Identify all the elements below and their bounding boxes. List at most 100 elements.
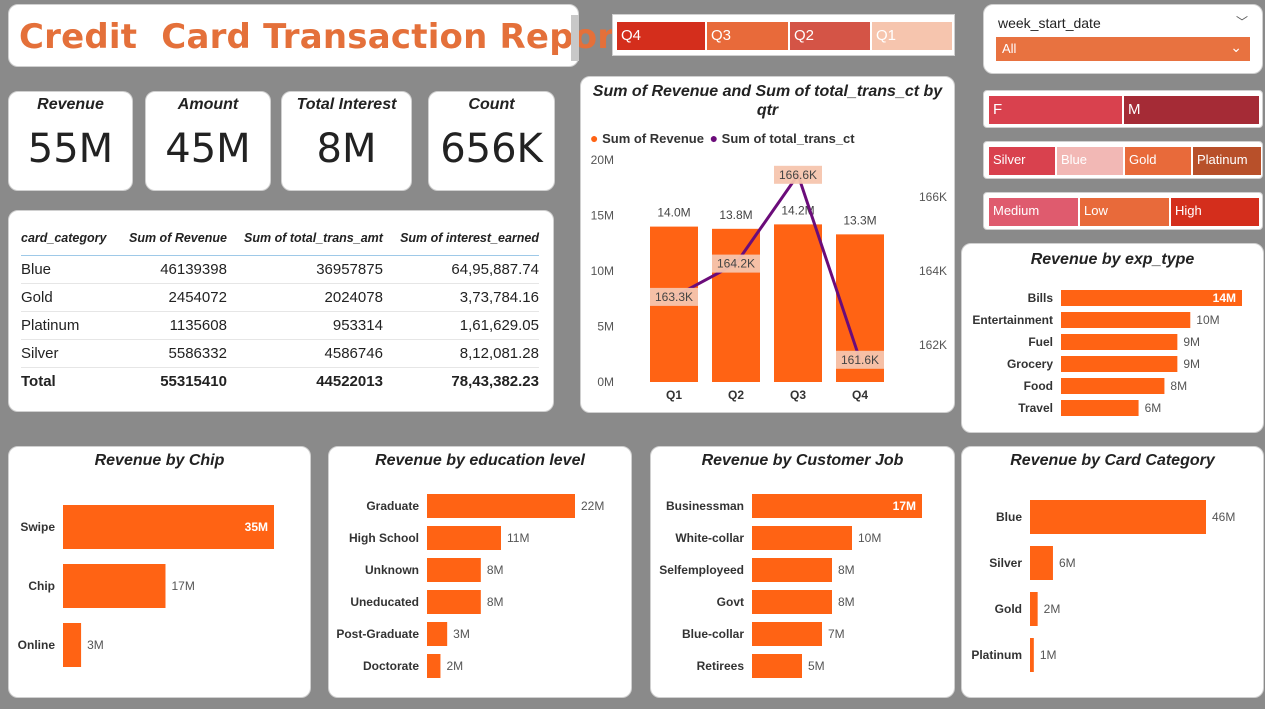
table-cell: 2454072: [116, 283, 227, 312]
kpi-total-interest: Total Interest 8M: [281, 91, 412, 191]
bar-value-label: 8M: [1170, 379, 1187, 393]
bar-value-label: 8M: [487, 563, 504, 577]
qtr-slicer-item[interactable]: Q2: [790, 22, 872, 50]
column-header[interactable]: Sum of total_trans_amt: [226, 223, 383, 256]
bar-value-label: 13.8M: [719, 208, 752, 222]
card-category-bar-chart[interactable]: Blue 46M Silver 6M Gold 2M Platinum 1M: [962, 447, 1263, 697]
report-title: Credit Card Transaction Report: [19, 17, 631, 57]
y-axis-left-tick: 0M: [597, 375, 614, 389]
bar: [1061, 378, 1165, 394]
x-axis-tick: Q2: [728, 388, 744, 402]
category-slicer-item[interactable]: Gold: [1125, 147, 1193, 175]
chip-chart-card: Revenue by Chip Swipe 35M Chip 17M Online 3M: [8, 446, 311, 698]
bar: [1061, 312, 1191, 328]
y-axis-left-tick: 20M: [591, 153, 614, 167]
bar-value-label: 8M: [487, 595, 504, 609]
category-slicer-item[interactable]: Blue: [1057, 147, 1125, 175]
line-series: [673, 171, 862, 361]
y-axis-left-tick: 10M: [591, 264, 614, 278]
bar-value-label: 10M: [1196, 313, 1219, 327]
bar-value-label: 9M: [1183, 335, 1200, 349]
table-cell: 1,61,629.05: [382, 311, 539, 340]
bar-value-label: 8M: [838, 563, 855, 577]
chart-legend[interactable]: ● Sum of Revenue ● Sum of total_trans_ct: [590, 130, 855, 146]
job-bar-chart[interactable]: Businessman 17M White-collar 10M Selfemploye…: [651, 447, 954, 697]
legend-item: Sum of total_trans_ct: [721, 131, 855, 146]
gender-slicer-item[interactable]: F: [989, 96, 1124, 124]
table-row: Blue 46139398 36957875 64,95,887.74: [21, 255, 539, 284]
bar-category-label: Gold: [995, 602, 1022, 616]
column-header[interactable]: card_category: [21, 223, 117, 256]
category-slicer-item[interactable]: Silver: [989, 147, 1057, 175]
bar-category-label: Retirees: [697, 659, 745, 673]
gender-slicer-item[interactable]: M: [1124, 96, 1259, 124]
card-category-table-card: card_category Sum of Revenue Sum of tota…: [8, 210, 554, 412]
table-cell: Silver: [21, 339, 117, 368]
combo-chart[interactable]: 0M 5M 10M 15M 20M 162K 164K 166K 14.0M Q1 13.8M Q2 1…: [581, 77, 954, 412]
exp-type-bar-chart[interactable]: Bills 14M Entertainment 10M Fuel 9M Grocery 9M F…: [962, 244, 1263, 432]
table-cell: Platinum: [21, 311, 117, 340]
bar-value-label: 2M: [446, 659, 463, 673]
chip-bar-chart[interactable]: Swipe 35M Chip 17M Online 3M: [9, 447, 310, 697]
table-cell: 78,43,382.23: [382, 367, 539, 396]
bar-category-label: Govt: [717, 595, 744, 609]
table-row: Silver 5586332 4586746 8,12,081.28: [21, 339, 539, 368]
qtr-slicer-item[interactable]: Q3: [707, 22, 790, 50]
table-total-row: Total 55315410 44522013 78,43,382.23: [21, 367, 539, 396]
bar: [427, 590, 481, 614]
category-slicer-card: Silver Blue Gold Platinum: [983, 141, 1263, 179]
bar-category-label: Blue-collar: [682, 627, 744, 641]
chevron-down-icon: ⌄: [1230, 39, 1242, 55]
bar-category-label: Post-Graduate: [336, 627, 419, 641]
chart-title-line: qtr: [756, 102, 779, 119]
line-value-label: 164.2K: [717, 257, 755, 271]
bar-value-label: 5M: [808, 659, 825, 673]
gender-slicer-card: F M: [983, 90, 1263, 128]
exp-type-chart-card: Revenue by exp_type Bills 14M Entertainmen…: [961, 243, 1264, 433]
column-header[interactable]: Sum of Revenue: [116, 223, 227, 256]
income-slicer-item[interactable]: Medium: [989, 198, 1080, 226]
x-axis-tick: Q4: [852, 388, 868, 402]
bar: [427, 622, 448, 646]
table-cell: Blue: [21, 255, 117, 284]
bar: [427, 494, 575, 518]
table-header-row: card_category Sum of Revenue Sum of tota…: [21, 223, 539, 256]
qtr-slicer-item[interactable]: Q4: [617, 22, 707, 50]
income-slicer-item[interactable]: High: [1171, 198, 1259, 226]
bar-value-label: 9M: [1183, 357, 1200, 371]
category-slicer: Silver Blue Gold Platinum: [989, 147, 1261, 175]
bar: [752, 590, 832, 614]
x-axis-tick: Q1: [666, 388, 682, 402]
education-bar-chart[interactable]: Graduate 22M High School 11M Unknown 8M Uneduc…: [329, 447, 631, 697]
column-header[interactable]: Sum of interest_earned: [382, 223, 539, 256]
bar-category-label: Fuel: [1028, 335, 1053, 349]
table-cell: 44522013: [226, 367, 383, 396]
chart-title: Revenue by Card Category: [1010, 452, 1215, 469]
category-slicer-item[interactable]: Platinum: [1193, 147, 1261, 175]
qtr-slicer-card: Q4 Q3 Q2 Q1: [612, 14, 955, 56]
table-cell: 64,95,887.74: [382, 255, 539, 284]
education-chart-card: Revenue by education level Graduate 22M Hi…: [328, 446, 632, 698]
legend-dot-icon: ●: [709, 130, 719, 146]
bar: [427, 654, 441, 678]
bar-category-label: Bills: [1028, 291, 1054, 305]
bar: [63, 564, 166, 608]
bar: [752, 494, 922, 518]
chevron-up-icon[interactable]: ﹀: [1235, 15, 1248, 29]
chart-title-line: Sum of Revenue and Sum of total_trans_ct…: [592, 83, 943, 100]
date-dropdown[interactable]: All ⌄: [996, 37, 1250, 61]
bar-value-label: 17M: [893, 499, 916, 513]
chart-title: Revenue by exp_type: [1030, 251, 1195, 268]
bar-value-label: 22M: [581, 499, 604, 513]
bar-category-label: Food: [1024, 379, 1053, 393]
line-label-bg: [836, 350, 884, 369]
bar-value-label: 7M: [828, 627, 845, 641]
bar-category-label: Platinum: [971, 648, 1022, 662]
text-cursor: [571, 15, 579, 61]
bar-value-label: 14.0M: [657, 206, 690, 220]
bar: [1030, 500, 1206, 534]
income-slicer-item[interactable]: Low: [1080, 198, 1171, 226]
bar-category-label: Blue: [996, 510, 1022, 524]
table-row: Platinum 1135608 953314 1,61,629.05: [21, 311, 539, 340]
qtr-slicer-item[interactable]: Q1: [872, 22, 952, 50]
